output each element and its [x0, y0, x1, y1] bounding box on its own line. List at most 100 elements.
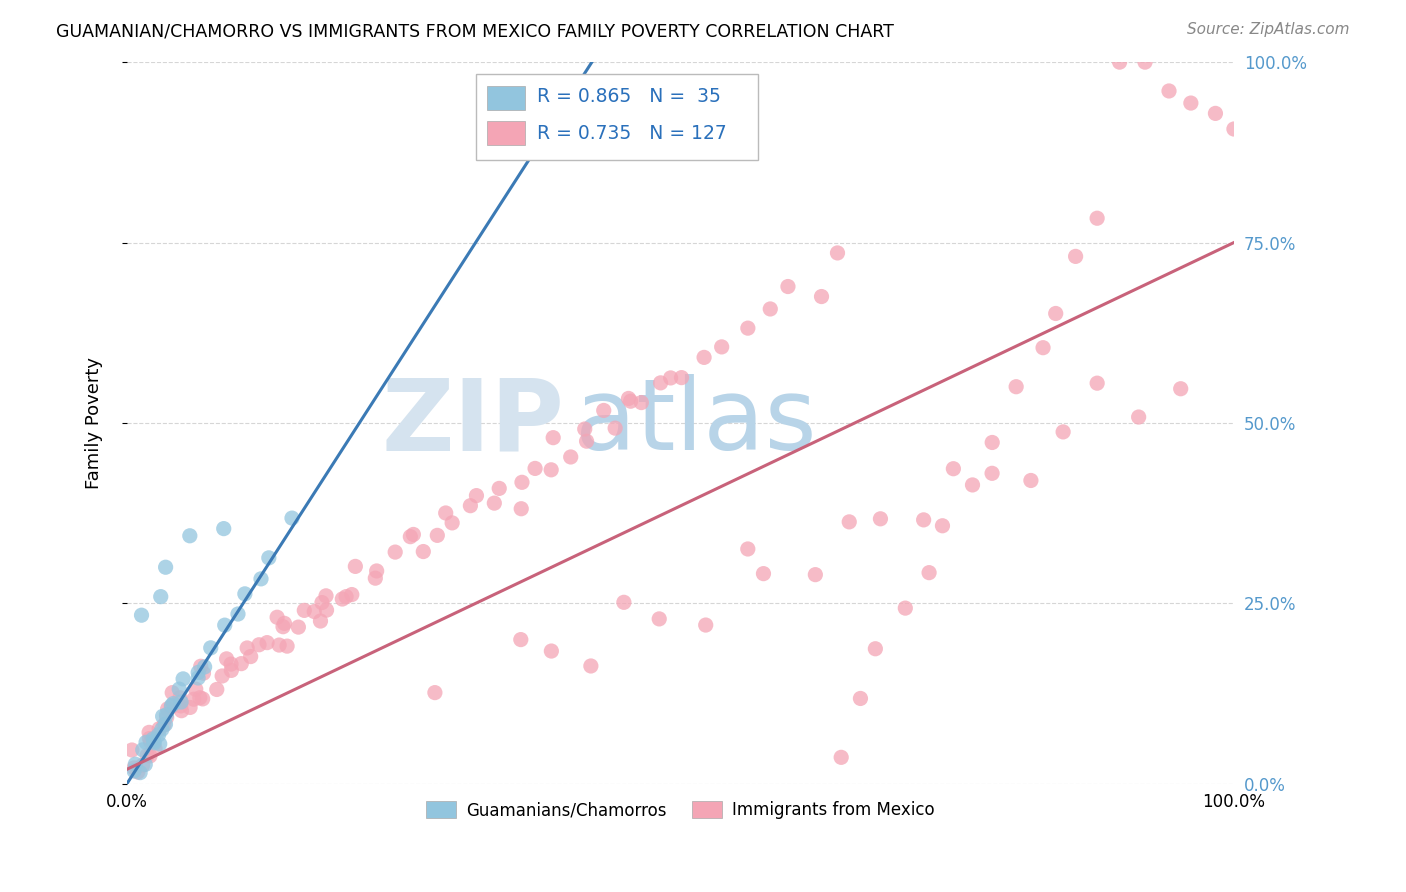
Point	[423, 685, 446, 699]
Point	[169, 690, 191, 705]
Point	[1180, 96, 1202, 111]
Point	[1064, 249, 1087, 263]
Point	[460, 499, 482, 513]
Point	[592, 403, 614, 417]
Point	[148, 722, 170, 736]
Point	[942, 461, 965, 475]
Text: atlas: atlas	[575, 375, 817, 472]
Point	[134, 757, 156, 772]
Point	[231, 657, 253, 671]
Point	[838, 515, 860, 529]
Point	[273, 616, 295, 631]
Point	[155, 560, 177, 574]
Point	[330, 592, 353, 607]
Point	[981, 467, 1004, 481]
Point	[281, 511, 304, 525]
Point	[271, 620, 294, 634]
Point	[1085, 376, 1108, 391]
Point	[830, 750, 852, 764]
Point	[912, 513, 935, 527]
Point	[488, 482, 510, 496]
Point	[613, 595, 636, 609]
Point	[250, 572, 273, 586]
Point	[869, 512, 891, 526]
Point	[170, 704, 193, 718]
FancyBboxPatch shape	[486, 86, 526, 111]
Point	[1052, 425, 1074, 439]
Point	[524, 461, 547, 475]
Point	[156, 702, 179, 716]
Point	[138, 731, 160, 746]
Point	[188, 690, 211, 705]
Point	[412, 544, 434, 558]
Point	[257, 550, 280, 565]
Point	[236, 640, 259, 655]
Point	[540, 644, 562, 658]
Point	[827, 246, 849, 260]
Point	[124, 757, 146, 772]
Text: R = 0.865   N =  35: R = 0.865 N = 35	[537, 87, 720, 105]
Point	[153, 718, 176, 732]
Point	[659, 371, 682, 385]
Point	[131, 608, 153, 623]
Point	[434, 506, 457, 520]
Point	[981, 435, 1004, 450]
Point	[804, 567, 827, 582]
Point	[1005, 380, 1028, 394]
Point	[962, 478, 984, 492]
Y-axis label: Family Poverty: Family Poverty	[86, 357, 103, 489]
Point	[160, 686, 183, 700]
Point	[172, 672, 194, 686]
Point	[384, 545, 406, 559]
Point	[287, 620, 309, 634]
Point	[364, 571, 387, 585]
Point	[1108, 55, 1130, 70]
Point	[148, 728, 170, 742]
Legend: Guamanians/Chamorros, Immigrants from Mexico: Guamanians/Chamorros, Immigrants from Me…	[419, 795, 941, 826]
Point	[574, 422, 596, 436]
Point	[605, 421, 627, 435]
Point	[219, 657, 242, 672]
Point	[179, 700, 201, 714]
Point	[315, 603, 337, 617]
Point	[695, 618, 717, 632]
Point	[617, 392, 640, 406]
Point	[221, 664, 243, 678]
Point	[402, 527, 425, 541]
Text: Source: ZipAtlas.com: Source: ZipAtlas.com	[1187, 22, 1350, 37]
Point	[918, 566, 941, 580]
Point	[465, 489, 488, 503]
Point	[138, 725, 160, 739]
Point	[205, 682, 228, 697]
Point	[269, 638, 291, 652]
Point	[160, 700, 183, 714]
Point	[200, 640, 222, 655]
Point	[1170, 382, 1192, 396]
Point	[579, 659, 602, 673]
Point	[426, 528, 449, 542]
Point	[648, 612, 671, 626]
Point	[139, 735, 162, 749]
Point	[179, 529, 201, 543]
Point	[156, 710, 179, 724]
Point	[276, 639, 298, 653]
Point	[737, 321, 759, 335]
Point	[167, 682, 190, 697]
Point	[620, 394, 643, 409]
Text: ZIP: ZIP	[381, 375, 564, 472]
Point	[650, 376, 672, 390]
Point	[541, 431, 564, 445]
Point	[1133, 55, 1156, 70]
Point	[315, 589, 337, 603]
Point	[810, 289, 832, 303]
Point	[247, 638, 270, 652]
Point	[1204, 106, 1226, 120]
Point	[211, 669, 233, 683]
Point	[142, 731, 165, 746]
Point	[560, 450, 582, 464]
Point	[191, 691, 214, 706]
Point	[1128, 410, 1150, 425]
Point	[752, 566, 775, 581]
Point	[131, 758, 153, 772]
Point	[150, 723, 173, 737]
